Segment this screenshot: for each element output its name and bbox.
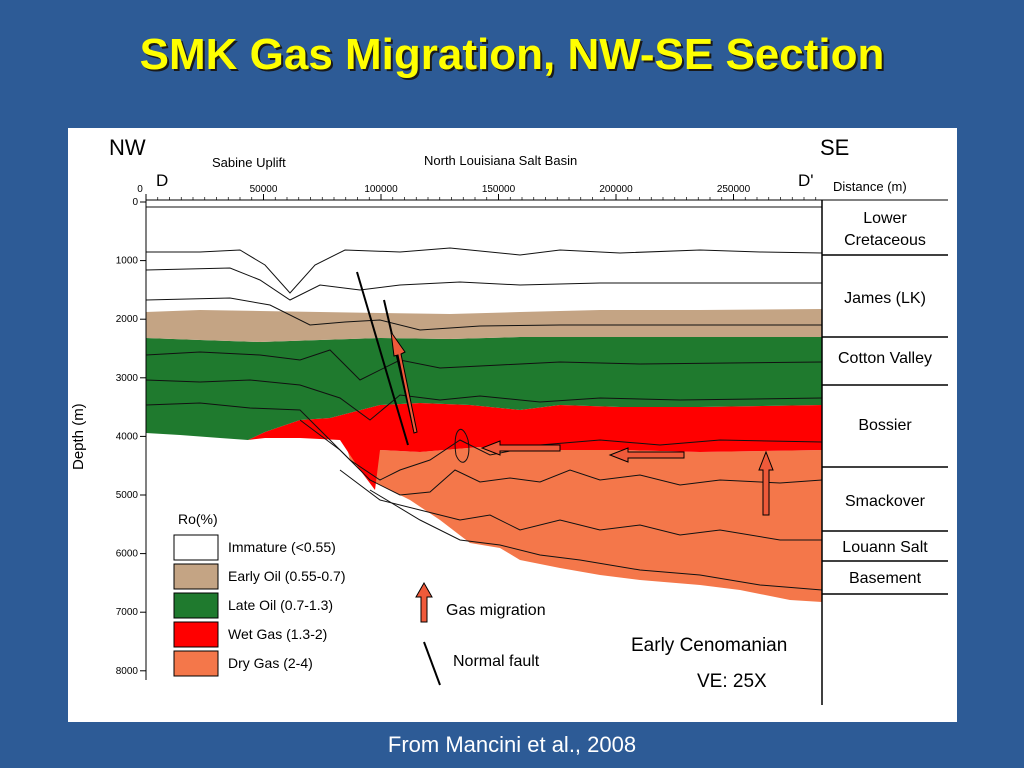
legend-item-label: Late Oil (0.7-1.3) — [228, 597, 333, 613]
gas-migration-arrow — [758, 450, 774, 516]
legend: Ro(%) Immature (<0.55) Early Oil (0.55-0.… — [173, 511, 546, 686]
legend-swatch — [173, 621, 219, 648]
distance-tick-label: 0 — [137, 184, 143, 195]
formation-label: Basement — [849, 570, 922, 587]
depth-tick-label: 2000 — [116, 314, 139, 325]
distance-tick-label: 50000 — [250, 184, 278, 195]
distance-tick-label: 200000 — [599, 184, 633, 195]
formation-label: James (LK) — [844, 290, 926, 307]
d-point-label: D — [156, 171, 168, 190]
legend-normal-fault-label: Normal fault — [453, 653, 540, 670]
formation-label: Cretaceous — [844, 232, 926, 249]
depth-tick-label: 4000 — [116, 431, 139, 442]
maturity-zones — [146, 309, 822, 602]
distance-tick-label: 250000 — [717, 184, 751, 195]
formation-label: Bossier — [858, 417, 912, 434]
depth-tick-label: 6000 — [116, 549, 139, 560]
legend-item-label: Dry Gas (2-4) — [228, 655, 313, 671]
depth-tick-label: 0 — [132, 197, 138, 208]
legend-swatch — [173, 563, 219, 590]
legend-item-label: Early Oil (0.55-0.7) — [228, 568, 345, 584]
legend-item-label: Immature (<0.55) — [228, 539, 336, 555]
legend-gas-migration-icon — [415, 581, 433, 623]
sabine-uplift-label: Sabine Uplift — [212, 155, 286, 170]
legend-swatch — [173, 534, 219, 561]
depth-tick-label: 1000 — [116, 256, 139, 267]
ve-label: VE: 25X — [697, 671, 767, 692]
formation-label: Lower — [863, 210, 907, 227]
horizon-lines — [145, 206, 823, 591]
slide-title: SMK Gas Migration, NW-SE Section — [139, 30, 885, 79]
nw-direction-label: NW — [109, 135, 146, 160]
distance-axis-label: Distance (m) — [833, 179, 907, 194]
zone-dry-gas — [340, 420, 822, 602]
age-label: Early Cenomanian — [631, 635, 787, 656]
formation-label: Louann Salt — [842, 539, 928, 556]
d-prime-point-label: D' — [798, 171, 814, 190]
cross-section-figure: 0 50000 100000 150000 200000 250000 0 1000 2000… — [68, 128, 957, 722]
distance-tick-label: 150000 — [482, 184, 516, 195]
legend-title: Ro(%) — [178, 511, 218, 527]
formation-label: Smackover — [845, 493, 926, 510]
se-direction-label: SE — [820, 135, 849, 160]
depth-tick-label: 3000 — [116, 373, 139, 384]
distance-axis: 0 50000 100000 150000 200000 250000 — [137, 184, 822, 680]
cross-section-svg: 0 50000 100000 150000 200000 250000 0 1000 2000… — [70, 135, 948, 705]
legend-gas-migration-label: Gas migration — [446, 602, 546, 619]
salt-basin-label: North Louisiana Salt Basin — [424, 153, 577, 168]
legend-item-label: Wet Gas (1.3-2) — [228, 626, 327, 642]
zone-late-oil — [146, 337, 822, 440]
depth-axis: 0 1000 2000 3000 4000 5000 6000 7000 8000 — [116, 197, 146, 677]
formation-column: Lower Cretaceous James (LK) Cotton Valley Bo… — [821, 199, 948, 705]
legend-swatch — [173, 650, 219, 677]
legend-swatch — [173, 592, 219, 619]
formation-label: Cotton Valley — [838, 350, 932, 367]
depth-tick-label: 7000 — [116, 607, 139, 618]
depth-tick-label: 5000 — [116, 490, 139, 501]
gas-migration-arrow — [608, 447, 685, 463]
distance-tick-label: 100000 — [364, 184, 398, 195]
gas-migration-arrow — [480, 440, 561, 456]
normal-fault-line — [356, 271, 409, 446]
gas-migration-arrows — [390, 331, 774, 516]
depth-tick-label: 8000 — [116, 666, 139, 677]
gas-migration-arrow — [390, 331, 418, 434]
depth-axis-label: Depth (m) — [70, 403, 87, 470]
source-caption: From Mancini et al., 2008 — [387, 732, 637, 757]
legend-normal-fault-icon — [423, 641, 441, 686]
